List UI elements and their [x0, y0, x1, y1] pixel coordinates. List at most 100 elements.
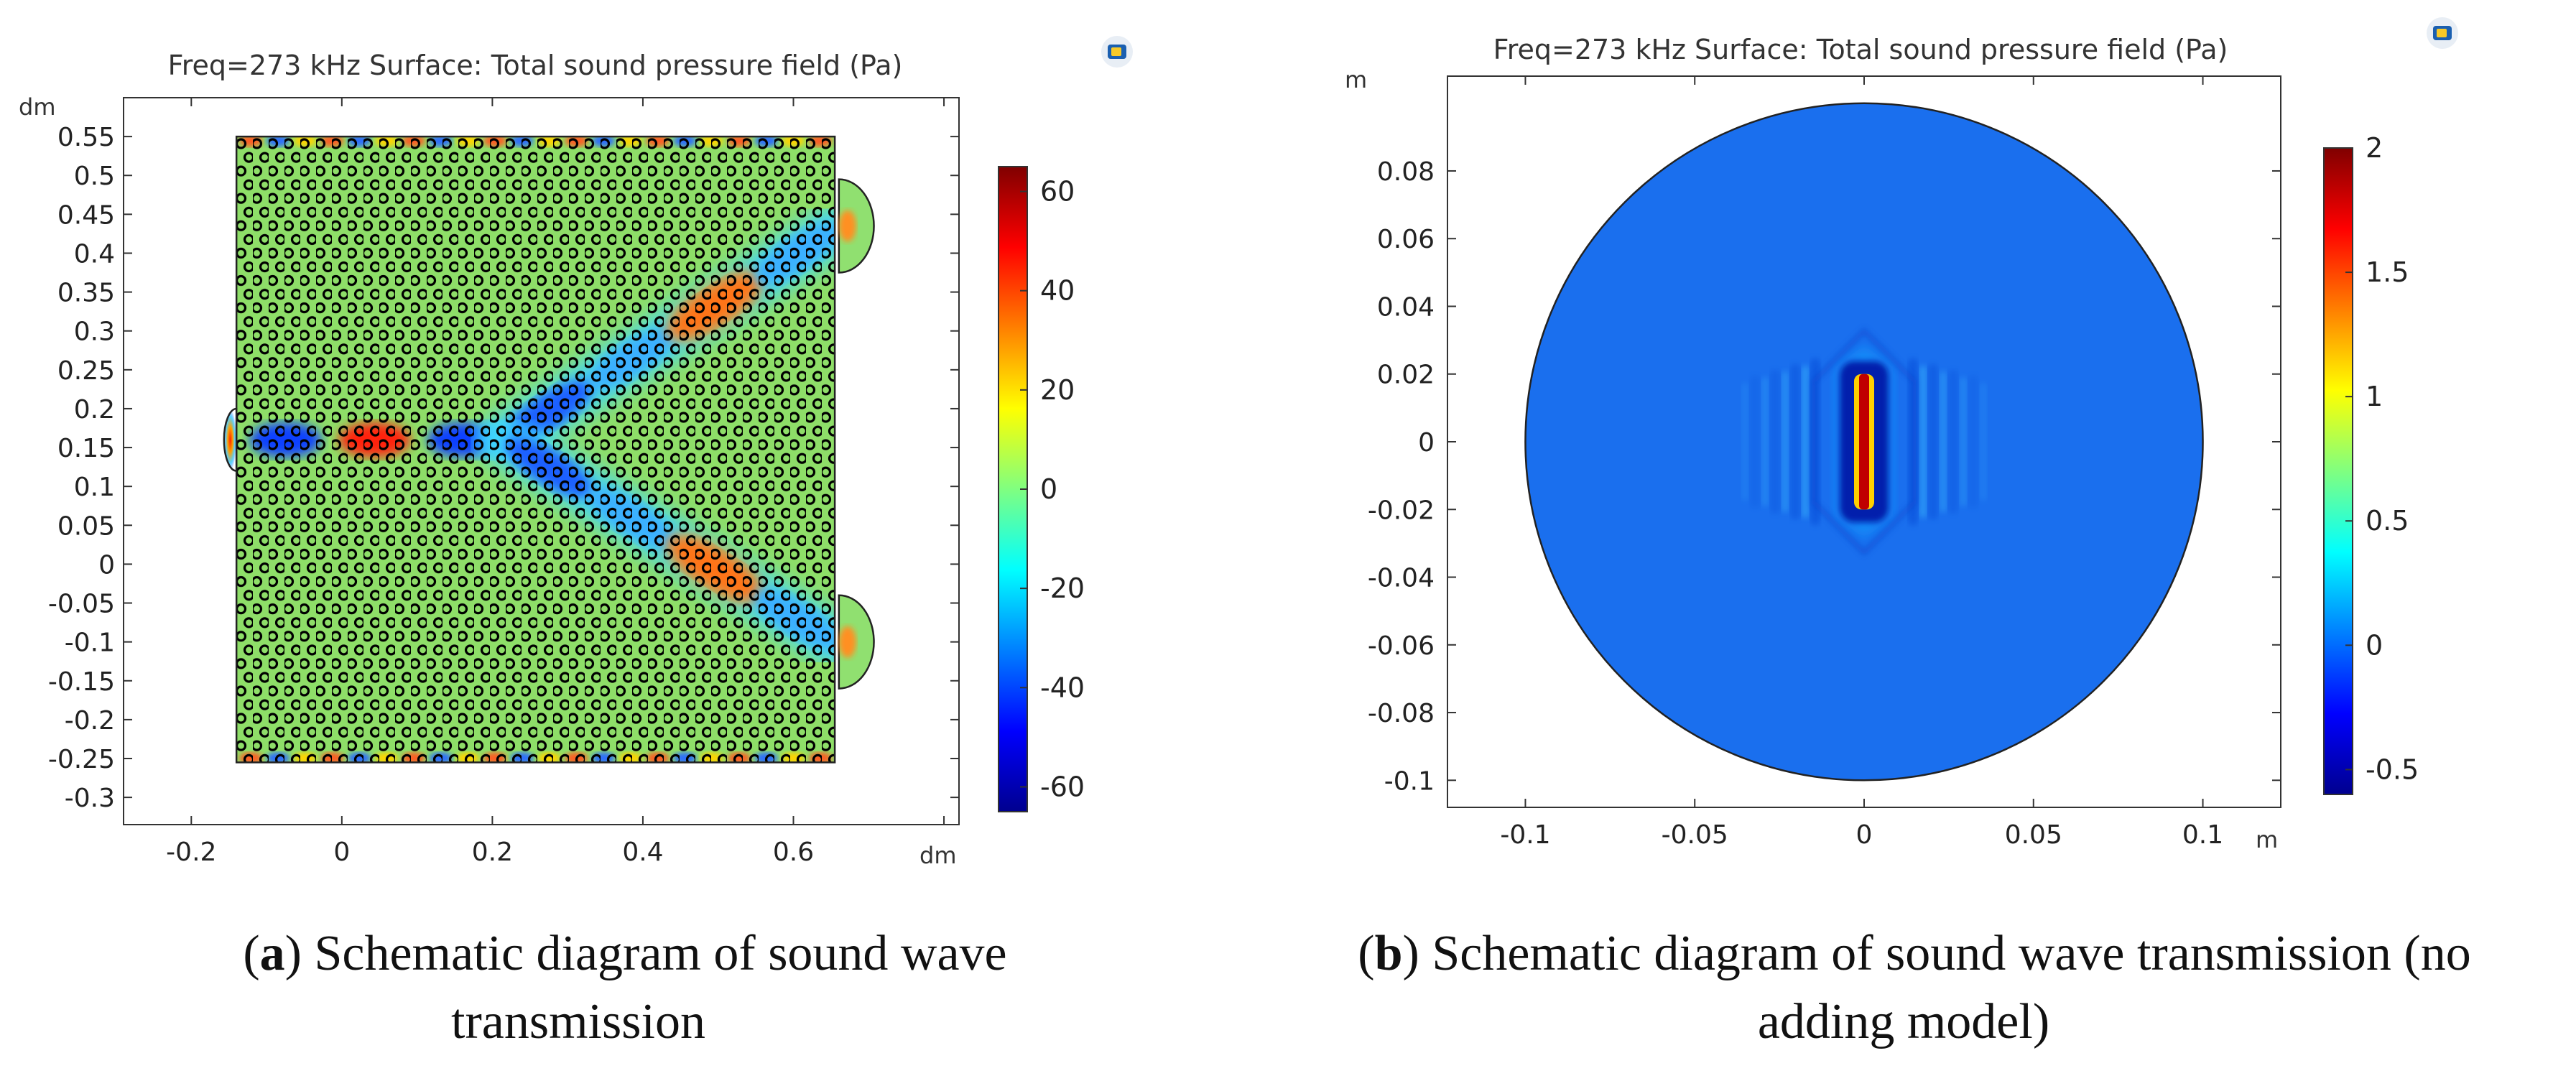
fringe-light [1761, 376, 1769, 507]
caption-a: (a) Schematic diagram of sound wave [243, 926, 1006, 981]
fringe-dark [1948, 369, 1958, 514]
colorbar-a-tick-label: 60 [1040, 176, 1075, 208]
x-tick-label-b: 0.05 [2005, 820, 2062, 850]
receiver-port [838, 594, 875, 690]
panel-b-colorbar-gradient [2323, 147, 2353, 795]
y-tick-label-b: -0.02 [1368, 496, 1435, 525]
y-tick-label-b: 0.08 [1377, 157, 1435, 187]
receiver-hotspot [838, 626, 856, 658]
x-tick-label-b: -0.1 [1500, 820, 1550, 850]
colorbar-a-tick-label: -60 [1040, 771, 1085, 802]
comsol-logo-icon [1101, 36, 1133, 68]
colorbar-b-tick-label: -0.5 [2366, 753, 2419, 785]
y-tick-label-a: 0.2 [74, 395, 115, 425]
receiver-port-shape [838, 594, 875, 690]
colorbar-b-tick-label: 0.5 [2366, 505, 2409, 537]
x-tick-label-a: 0.6 [773, 838, 814, 867]
y-tick-label-b: -0.1 [1384, 766, 1435, 796]
y-tick-label-a: -0.05 [48, 590, 115, 619]
caption-b-line2: adding model) [1758, 994, 2049, 1049]
fringe-dark [1750, 375, 1760, 509]
x-tick-label-a: 0.4 [622, 838, 663, 867]
colorbar-b-tick-label: 1.5 [2366, 256, 2409, 288]
fringe-light [1980, 382, 1987, 501]
receiver-port [838, 178, 875, 274]
y-tick-label-a: 0.3 [74, 317, 115, 347]
y-tick-label-a: 0.25 [57, 356, 115, 386]
y-tick-label-a: 0.45 [57, 200, 115, 230]
y-tick-label-b: -0.04 [1368, 564, 1435, 593]
y-tick-label-b: 0 [1418, 428, 1435, 458]
colorbar-b-tick-label: 1 [2366, 381, 2383, 412]
colorbar-a-tick-label: 0 [1040, 473, 1057, 505]
phononic-lattice [236, 136, 835, 763]
panel-a-colorbar: 60 40 20 0 -20 -40 -60 [998, 166, 1085, 812]
x-tick-label-b: -0.05 [1662, 820, 1728, 850]
y-tick-label-b: -0.06 [1368, 631, 1435, 661]
y-tick-label-a: -0.2 [65, 706, 115, 736]
y-tick-label-a: 0 [98, 550, 115, 580]
panel-a-field [223, 135, 875, 764]
y-tick-label-a: 0.15 [57, 434, 115, 463]
caption-b-text-line1: ) Schematic diagram of sound wave transm… [1403, 926, 2471, 981]
y-tick-label-a: -0.1 [65, 629, 115, 658]
fringe-dark [1770, 369, 1780, 514]
fringe-light [1960, 376, 1967, 507]
source-port [223, 407, 238, 472]
y-tick-label-a: 0.1 [74, 473, 115, 502]
domain-interior [236, 136, 835, 763]
panel-a-title: Freq=273 kHz Surface: Total sound pressu… [168, 50, 903, 81]
y-tick-label-a: 0.35 [57, 279, 115, 308]
fringe-light [1919, 365, 1927, 519]
y-tick-label-a: -0.15 [48, 667, 115, 697]
panel-a-y-unit: dm [19, 93, 55, 121]
y-tick-label-b: 0.02 [1377, 361, 1435, 390]
panel-b-title: Freq=273 kHz Surface: Total sound pressu… [1493, 34, 2228, 65]
panel-a-x-unit: dm [919, 842, 956, 869]
fringe-dark [1790, 363, 1800, 520]
receiver-port-shape [838, 178, 875, 274]
colorbar-b-tick-label: 0 [2366, 629, 2383, 661]
caption-a-letter: a [260, 926, 285, 981]
fringe-light [1741, 382, 1748, 501]
fringe-light [1782, 371, 1789, 513]
x-tick-label-a: -0.2 [166, 838, 216, 867]
comsol-logo-icon-b [2427, 17, 2458, 49]
fringe-dark [1968, 375, 1978, 509]
y-tick-label-a: 0.55 [57, 123, 115, 152]
fringe-dark [1928, 363, 1938, 520]
x-tick-label-a: 0 [333, 838, 350, 867]
colorbar-a-tick-label: 40 [1040, 275, 1075, 307]
source-line [1859, 374, 1869, 510]
panel-b-x-unit: m [2256, 826, 2278, 853]
caption-b-letter: b [1375, 926, 1403, 981]
x-tick-label-b: 0 [1856, 820, 1873, 850]
x-tick-label-a: 0.2 [472, 838, 513, 867]
x-tick-label-b: 0.1 [2182, 820, 2223, 850]
caption-a-line2: transmission [451, 994, 705, 1049]
colorbar-a-tick-label: -20 [1040, 572, 1085, 604]
colorbar-a-tick-label: 20 [1040, 374, 1075, 406]
panel-a-colorbar-ticks: 60 40 20 0 -20 -40 -60 [1020, 176, 1085, 802]
panel-b-colorbar-ticks: 2 1.5 1 0.5 0 -0.5 [2345, 132, 2419, 785]
panel-a: Freq=273 kHz Surface: Total sound pressu… [19, 36, 1133, 1049]
y-tick-label-a: 0.4 [74, 239, 115, 269]
panel-b-ticks: 0.08 0.06 0.04 0.02 0 -0.02 -0.04 -0.06 -0.08 -0.… [1368, 76, 2281, 850]
fringe-light [1940, 371, 1947, 513]
fringe-ring [1812, 328, 1917, 556]
panel-b-colorbar: 2 1.5 1 0.5 0 -0.5 [2323, 132, 2419, 795]
caption-a-text-line1: ) Schematic diagram of sound wave [285, 926, 1007, 981]
colorbar-a-tick-label: -40 [1040, 672, 1085, 703]
fringe-light [1802, 365, 1809, 519]
panel-a-ticks: 0.55 0.5 0.45 0.4 0.35 0.3 0.25 0.2 0.15 0.1 0.05 0… [48, 98, 959, 867]
y-tick-label-a: -0.25 [48, 745, 115, 774]
receiver-hotspot [838, 210, 856, 242]
y-tick-label-a: 0.5 [74, 162, 115, 191]
y-tick-label-a: 0.05 [57, 511, 115, 541]
panel-b-y-unit: m [1345, 66, 1367, 93]
panel-b: Freq=273 kHz Surface: Total sound pressu… [1345, 17, 2471, 1049]
colorbar-b-tick-label: 2 [2366, 132, 2383, 164]
caption-b: (b) Schematic diagram of sound wave tran… [1358, 926, 2470, 981]
y-tick-label-b: 0.06 [1377, 225, 1435, 254]
